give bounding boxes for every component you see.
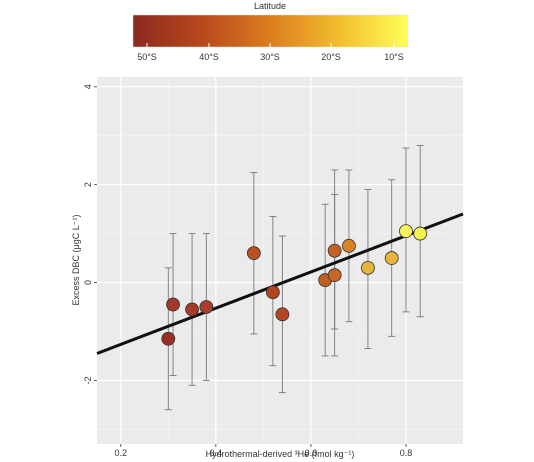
colorbar-gradient-bar [132, 14, 409, 48]
colorbar-ticks: 50°S 40°S 30°S 20°S 10°S [137, 43, 404, 62]
data-point [199, 300, 214, 314]
colorbar-tick-label: 10°S [384, 52, 404, 62]
data-points [161, 224, 428, 346]
data-point [327, 243, 342, 258]
colorbar-legend: Latitude 50°S 40°S 30°S 20°S 10°S [132, 1, 409, 62]
data-point [265, 285, 280, 300]
x-tick-label: 0.8 [400, 448, 413, 458]
colorbar-tick-label: 30°S [260, 52, 280, 62]
data-point [361, 260, 375, 275]
x-tick-label: 0.6 [305, 448, 318, 458]
data-point [166, 297, 180, 312]
data-point [399, 224, 413, 239]
colorbar-title: Latitude [254, 1, 286, 11]
x-axis-label: Hydrothermal-derived ³He (fmol kg⁻¹) [206, 449, 355, 459]
x-tick-label: 0.2 [115, 448, 128, 458]
y-tick-label: 0 [83, 280, 93, 285]
data-point [384, 251, 399, 265]
y-axis-label: Excess DBC (μgC L⁻¹) [71, 215, 81, 306]
data-point [327, 268, 342, 283]
y-tick-label: 2 [83, 182, 93, 187]
data-point [342, 238, 356, 253]
data-point [185, 302, 199, 317]
data-point [275, 307, 290, 322]
regression-line [96, 212, 464, 355]
colorbar-tick-label: 50°S [137, 52, 157, 62]
axis-ticks: 0.2 0.4 0.6 0.8 -2 0 2 4 [83, 84, 412, 458]
colorbar-tick-label: 40°S [199, 52, 219, 62]
plot-panel [97, 77, 463, 444]
y-tick-label: -2 [83, 376, 93, 384]
data-point [413, 226, 428, 241]
x-tick-label: 0.4 [210, 448, 223, 458]
data-point [246, 246, 261, 261]
colorbar-tick-label: 20°S [321, 52, 341, 62]
y-tick-label: 4 [83, 84, 93, 89]
data-point [161, 331, 176, 346]
